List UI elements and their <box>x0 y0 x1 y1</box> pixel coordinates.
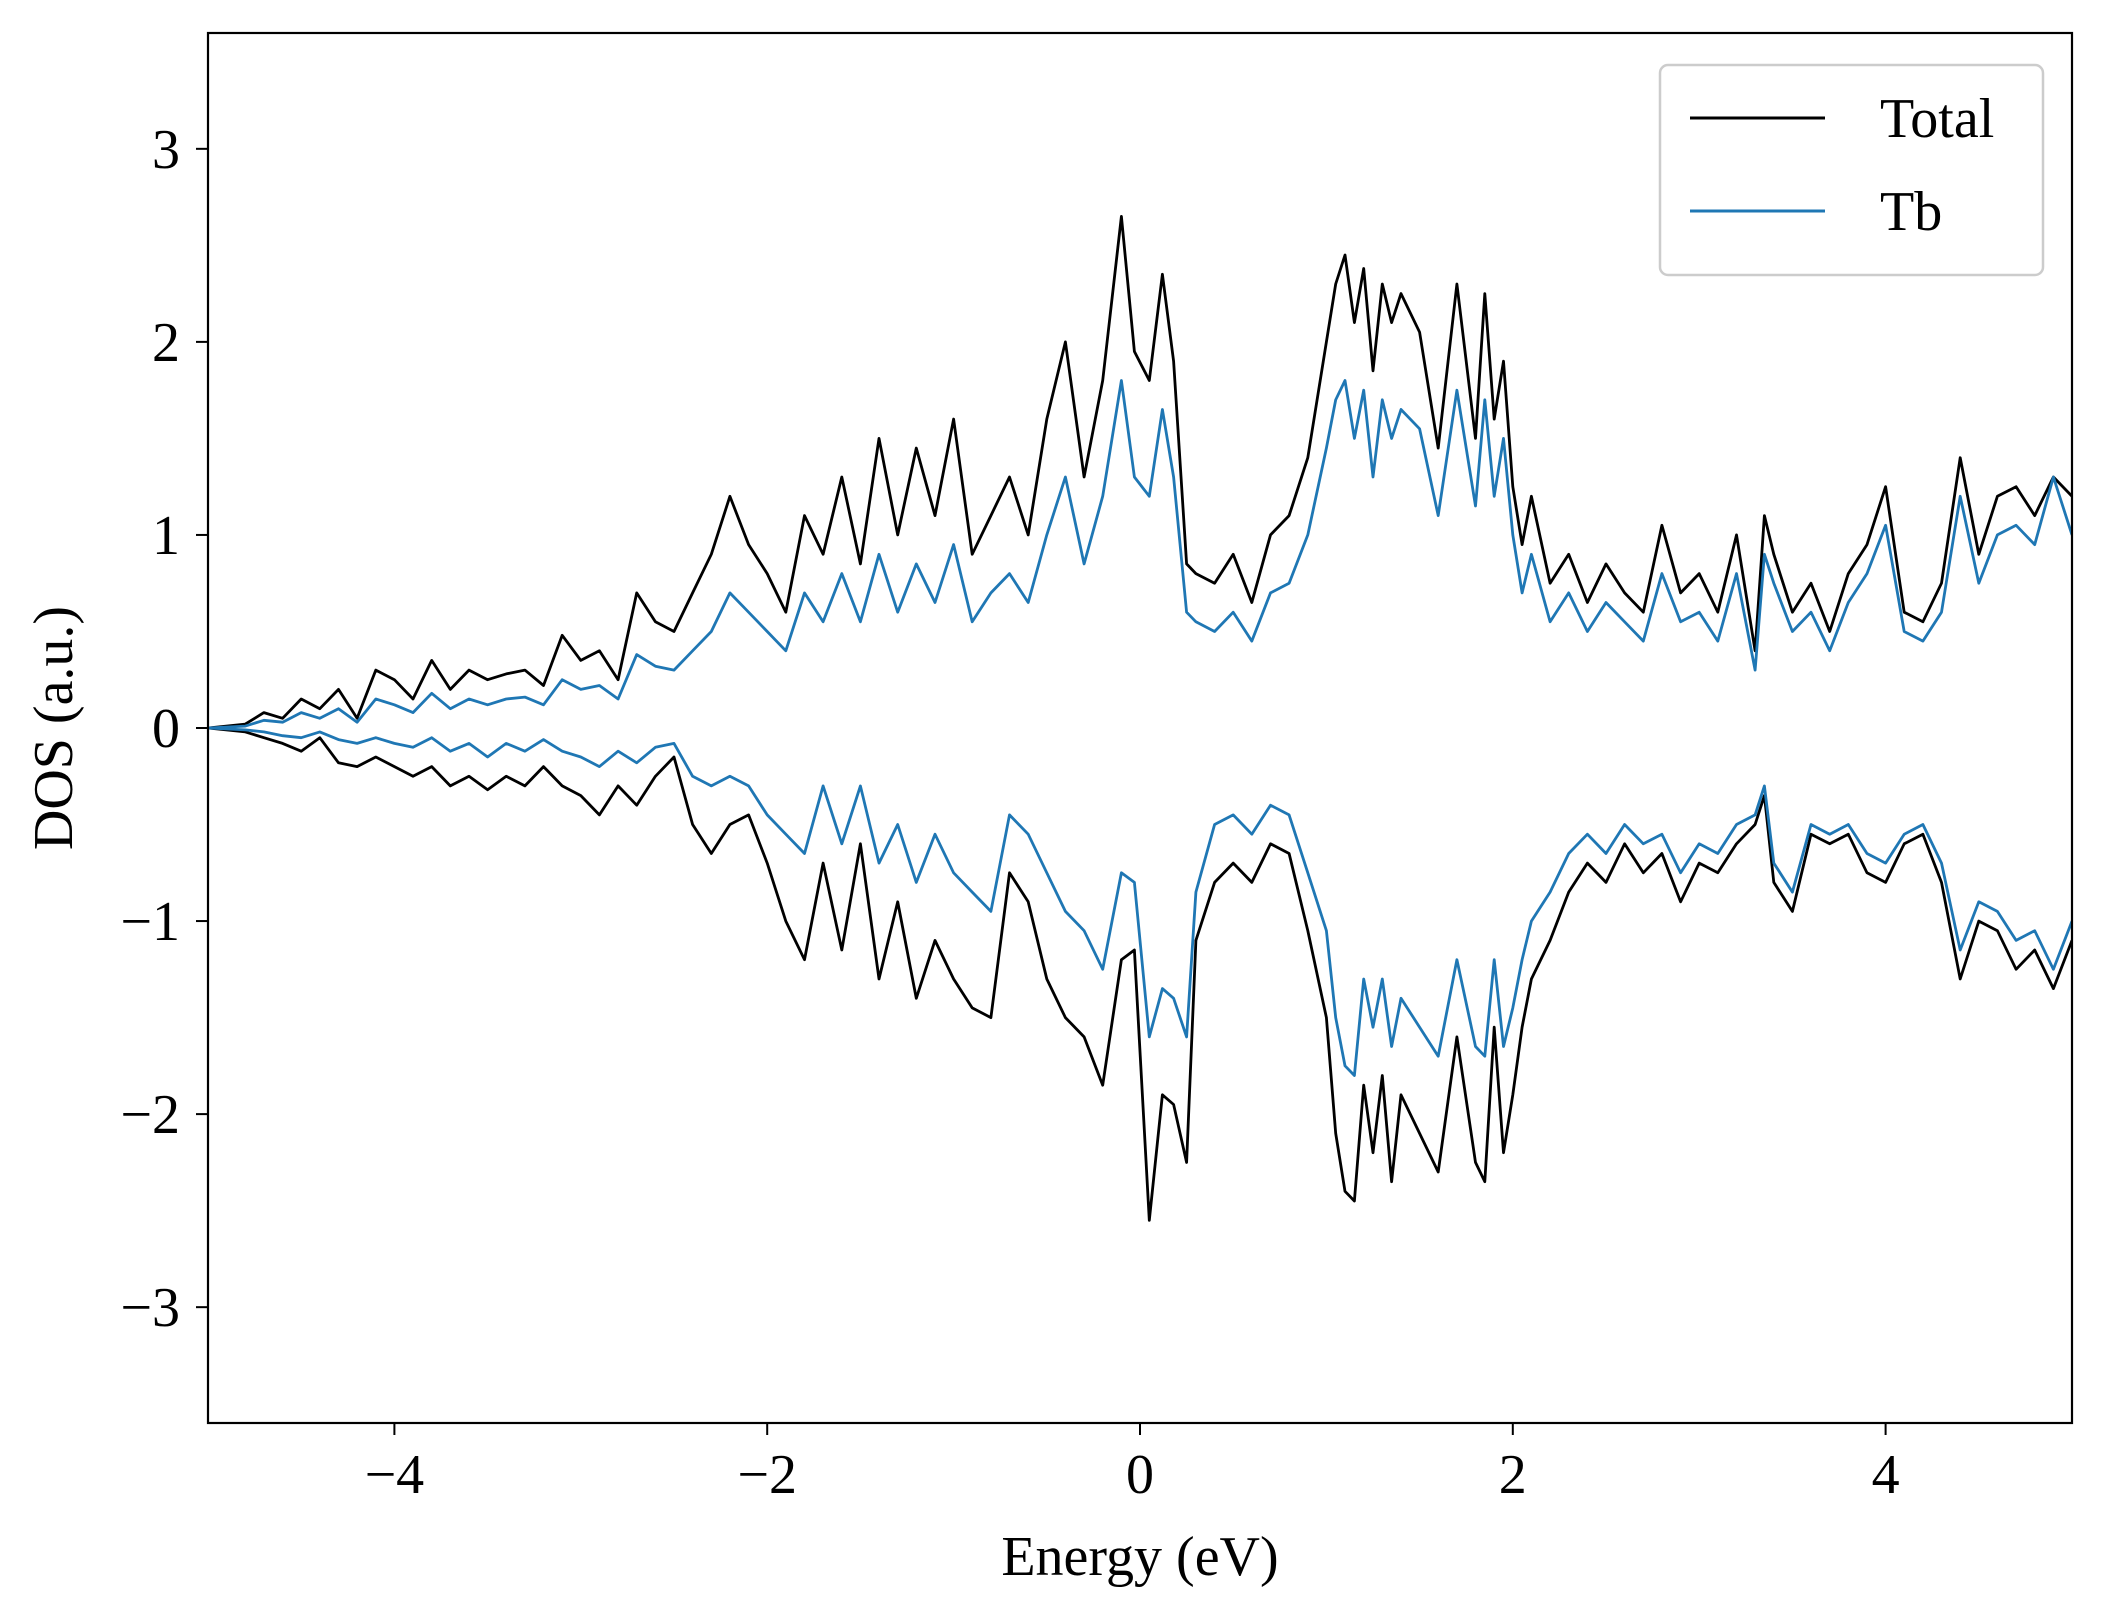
x-axis-ticks: −4 −2 0 2 4 <box>365 1423 1900 1506</box>
y-axis-ticks: −3 −2 −1 0 1 2 3 <box>120 119 208 1339</box>
y-tick-label: 3 <box>152 119 180 181</box>
series-line-tb-spin-down <box>208 726 2072 1077</box>
series-line-tb-spin-up <box>208 379 2072 730</box>
x-tick-label: 4 <box>1872 1444 1900 1506</box>
series-layer <box>208 214 2072 1222</box>
x-tick-label: 0 <box>1126 1444 1154 1506</box>
x-tick-label: −2 <box>737 1444 797 1506</box>
legend-label-tb: Tb <box>1880 181 1942 243</box>
legend: Total Tb <box>1658 63 2045 277</box>
x-tick-label: −4 <box>365 1444 425 1506</box>
x-axis-label: Energy (eV) <box>1001 1526 1278 1588</box>
y-tick-label: −2 <box>120 1084 180 1146</box>
x-tick-label: 2 <box>1499 1444 1527 1506</box>
y-tick-label: 0 <box>152 698 180 760</box>
y-tick-label: 1 <box>152 505 180 567</box>
series-line-total-spin-up <box>208 214 2072 730</box>
y-tick-label: −1 <box>120 891 180 953</box>
y-tick-label: 2 <box>152 312 180 374</box>
y-axis-label: DOS (a.u.) <box>23 606 85 850</box>
legend-label-total: Total <box>1880 88 1994 150</box>
y-tick-label: −3 <box>120 1277 180 1339</box>
series-line-total-spin-down <box>208 726 2072 1222</box>
